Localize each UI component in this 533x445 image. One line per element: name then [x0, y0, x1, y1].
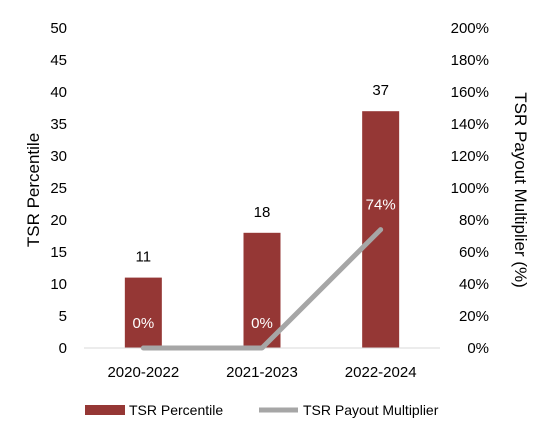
- legend: TSR Percentile TSR Payout Multiplier: [85, 402, 439, 418]
- y2-tick-label: 60%: [459, 244, 489, 261]
- y-axis-title: TSR Percentile: [24, 133, 43, 247]
- bar: [243, 232, 281, 348]
- x-axis-ticks: 2020-2022 2021-2023 2022-2024: [107, 364, 416, 381]
- y-tick-label: 25: [50, 180, 67, 197]
- bar-data-labels: 11 18 37: [136, 82, 389, 265]
- line-data-label: 0%: [251, 315, 273, 332]
- y-tick-label: 30: [50, 148, 67, 165]
- y2-tick-label: 120%: [451, 148, 489, 165]
- y2-tick-label: 40%: [459, 276, 489, 293]
- y-tick-label: 45: [50, 52, 67, 69]
- y2-tick-label: 180%: [451, 52, 489, 69]
- x-tick-label: 2022-2024: [345, 364, 417, 381]
- legend-bar-label: TSR Percentile: [129, 402, 223, 418]
- line-data-label: 0%: [132, 315, 154, 332]
- y-tick-label: 35: [50, 116, 67, 133]
- y2-tick-label: 200%: [451, 20, 489, 37]
- line-series: [140, 227, 384, 351]
- bar: [124, 277, 162, 348]
- y-axis-ticks: 0 5 10 15 20 25 30 35 40 45 50: [50, 20, 67, 357]
- y2-tick-label: 160%: [451, 84, 489, 101]
- y-tick-label: 10: [50, 276, 67, 293]
- y-tick-label: 5: [59, 308, 67, 325]
- y2-axis-ticks: 0% 20% 40% 60% 80% 100% 120% 140% 160% 180% 200%: [451, 20, 489, 357]
- legend-bar-swatch: [85, 405, 125, 415]
- bar-data-label: 11: [136, 249, 152, 266]
- y-tick-label: 40: [50, 84, 67, 101]
- y2-tick-label: 140%: [451, 116, 489, 133]
- y-tick-label: 15: [50, 244, 67, 261]
- x-tick-label: 2021-2023: [226, 364, 298, 381]
- line-data-label: 74%: [366, 197, 396, 214]
- legend-line-label: TSR Payout Multiplier: [303, 402, 439, 418]
- bar-data-label: 37: [372, 82, 389, 99]
- x-tick-label: 2020-2022: [107, 364, 179, 381]
- y-tick-label: 20: [50, 212, 67, 229]
- y2-tick-label: 80%: [459, 212, 489, 229]
- bar-series: [124, 111, 400, 348]
- y-tick-label: 50: [50, 20, 67, 37]
- y-tick-label: 0: [59, 340, 67, 357]
- series-line: [140, 227, 384, 351]
- y2-tick-label: 0%: [467, 340, 489, 357]
- y2-tick-label: 100%: [451, 180, 489, 197]
- y2-axis-title: TSR Payout Multiplier (%): [511, 92, 530, 288]
- y2-tick-label: 20%: [459, 308, 489, 325]
- line-data-labels: 0% 0% 74%: [132, 197, 395, 332]
- bar-data-label: 18: [254, 204, 271, 221]
